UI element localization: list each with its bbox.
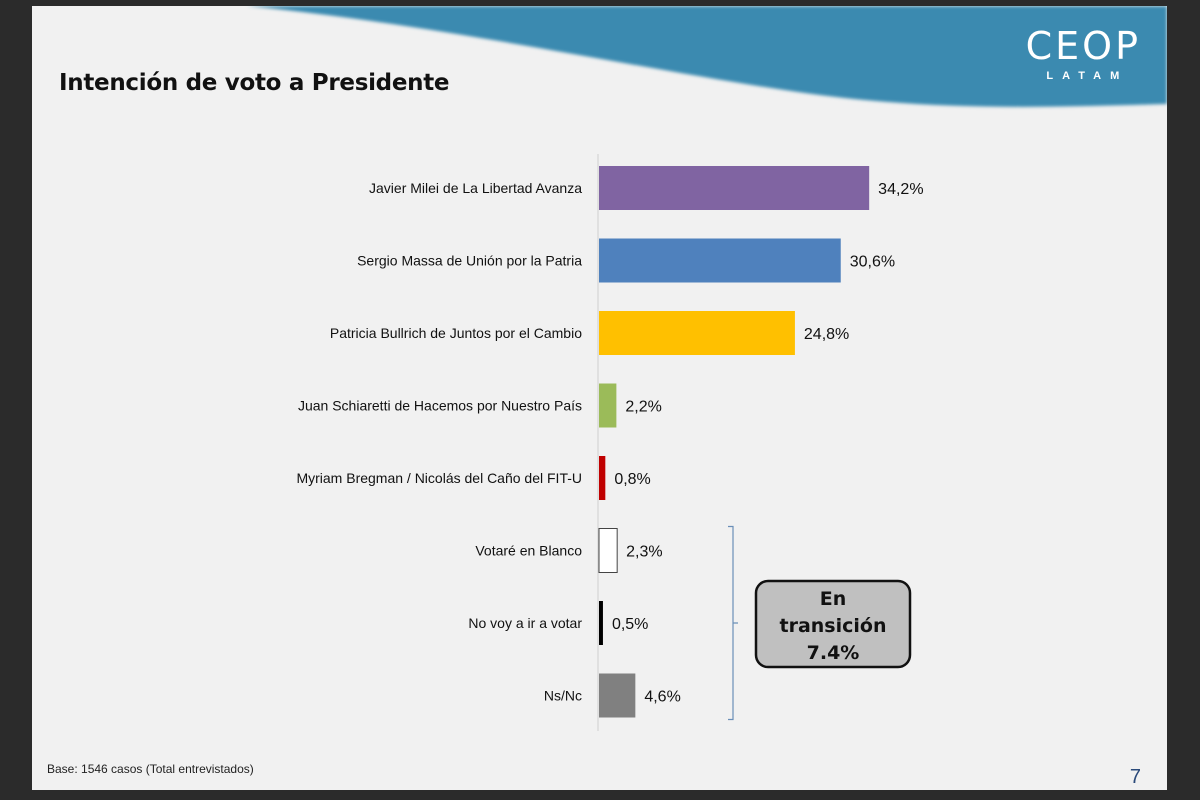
ceop-logo: CEOP LATAM [1026,26,1141,82]
bar-chart: Javier Milei de La Libertad Avanza 34,2% S… [296,154,924,731]
value-label-3: 2,2% [625,399,661,416]
slide: CEOP LATAM Intención de voto a President… [32,6,1167,790]
value-label-0: 34,2% [878,181,923,198]
logo-main-text: CEOP [1025,24,1141,68]
category-label-7: Ns/Nc [544,688,582,704]
bar-3 [599,383,617,428]
category-label-6: No voy a ir a votar [468,615,582,631]
logo-sub-text: LATAM [1046,70,1129,82]
header-wave [247,6,1167,107]
category-label-5: Votaré en Blanco [475,543,582,559]
value-label-5: 2,3% [626,544,662,561]
bar-6 [599,601,603,645]
en-transicion-line-2: 7.4% [807,642,860,664]
bar-5 [598,528,618,573]
page-title: Intención de voto a Presidente [59,70,450,96]
category-label-2: Patricia Bullrich de Juntos por el Cambi… [330,325,582,341]
value-label-7: 4,6% [644,689,680,706]
value-label-1: 30,6% [850,254,895,271]
en-transicion-line-0: En [820,588,847,610]
base-note: Base: 1546 casos (Total entrevistados) [47,762,254,776]
value-label-2: 24,8% [804,326,849,343]
bar-0 [599,166,870,210]
value-label-6: 0,5% [612,616,648,633]
value-label-4: 0,8% [614,471,650,488]
category-label-1: Sergio Massa de Unión por la Patria [357,253,582,269]
page-number: 7 [1129,766,1141,788]
category-label-4: Myriam Bregman / Nicolás del Caño del FI… [296,470,582,486]
category-label-3: Juan Schiaretti de Hacemos por Nuestro P… [298,398,582,414]
bar-4 [599,456,606,500]
category-label-0: Javier Milei de La Libertad Avanza [369,180,582,196]
bar-1 [599,238,841,283]
en-transicion-line-1: transición [780,615,887,637]
en-transicion-box [754,579,912,669]
group-bracket [728,525,738,721]
bar-7 [599,673,636,718]
bar-2 [599,311,795,355]
